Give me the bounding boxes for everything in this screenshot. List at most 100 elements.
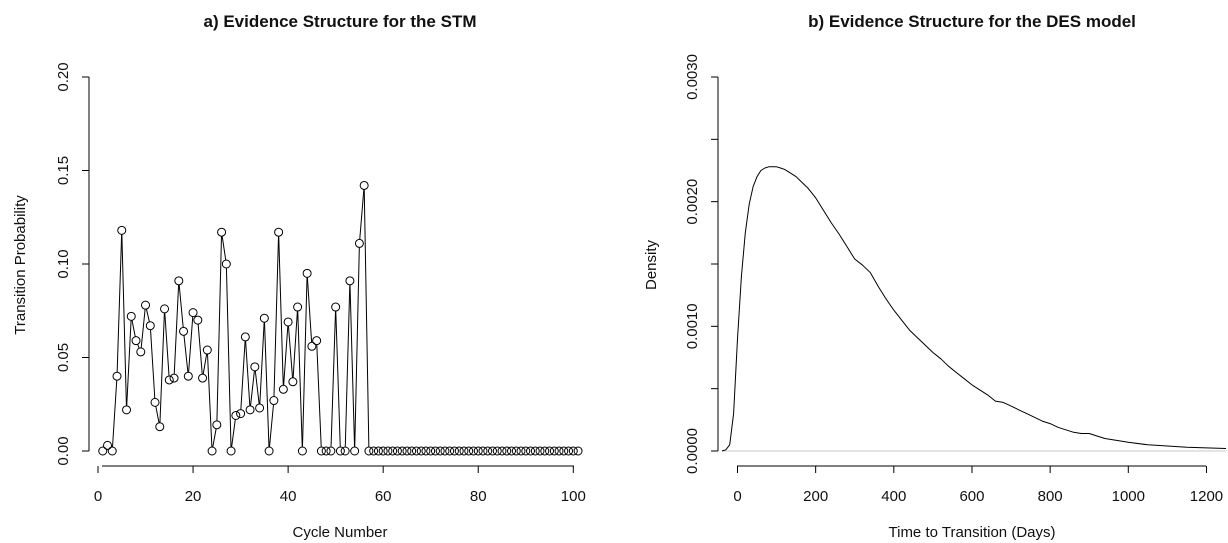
panel-a-line-segment <box>273 236 280 397</box>
panel-a-data-point <box>407 446 417 456</box>
panel-a-line-segment <box>216 236 222 421</box>
panel-a-data-point <box>473 446 483 456</box>
panel-a-x-tick-label: 20 <box>185 488 202 505</box>
panel-a-data-point <box>312 336 322 346</box>
panel-a-data-point <box>468 446 478 456</box>
panel-a-data-point <box>107 446 117 456</box>
panel-a-data-point <box>207 446 217 456</box>
panel-a-data-point <box>188 308 198 318</box>
panel-a-data-point <box>302 268 312 278</box>
panel-a-line-segment <box>197 324 203 375</box>
panel-a-line-segment <box>344 284 351 448</box>
panel-a-line-segment <box>297 310 303 448</box>
panel-a-y-tick-label: 0.05 <box>55 343 72 372</box>
panel-a-data-point <box>293 302 303 312</box>
panel-a-data-point <box>521 446 531 456</box>
panel-a-data-point <box>435 446 445 456</box>
panel-a-data-point <box>321 446 331 456</box>
panel-a-title: a) Evidence Structure for the STM <box>204 12 477 31</box>
panel-a-line-segment <box>292 310 298 378</box>
panel-a-data-point <box>179 326 189 336</box>
panel-a-data-point <box>530 446 540 456</box>
panel-a-data-point <box>573 446 583 456</box>
panel-b-density-curve <box>721 166 1227 452</box>
panel-b-y-tick-label: 0.0020 <box>684 179 701 225</box>
panel-a-data-point <box>492 446 502 456</box>
panel-a-data-point <box>231 410 241 420</box>
panel-a-data-point <box>340 446 350 456</box>
panel-a-y-tick-label: 0.20 <box>55 62 72 91</box>
panel-b-x-tick-label: 1000 <box>1112 488 1145 505</box>
panel-a-data-point <box>507 446 517 456</box>
panel-a-data-point <box>373 446 383 456</box>
panel-a-data-point <box>516 446 526 456</box>
panel-a-data-point <box>354 238 364 248</box>
panel-a-data-point <box>131 336 141 346</box>
panel-a-data-point <box>440 446 450 456</box>
panel-a-data-point <box>554 446 564 456</box>
panel-a-data-point <box>526 446 536 456</box>
panel-b-plot-area <box>721 166 1227 452</box>
panel-a-line-segment <box>254 370 260 405</box>
panel-a-line-segment <box>173 284 180 375</box>
panel-a-data-point <box>369 446 379 456</box>
panel-a-data-point <box>421 446 431 456</box>
panel-a-line-segment <box>126 320 132 406</box>
panel-b-y-tick-label: 0.0000 <box>684 428 701 474</box>
panel-a-data-point <box>255 403 265 413</box>
panel-a-x-tick-label: 60 <box>375 488 392 505</box>
panel-a-line-segment <box>316 344 322 448</box>
panel-a-line-segment <box>354 247 360 448</box>
panel-a-data-point <box>364 446 374 456</box>
panel-a-data-point <box>549 446 559 456</box>
panel-a-data-point <box>316 446 326 456</box>
panel-a-line-segment <box>245 340 251 406</box>
panel-a-data-point <box>545 446 555 456</box>
panel-a-line-segment <box>306 277 313 343</box>
panel-a-data-point <box>307 341 317 351</box>
panel-a-line-segment <box>145 308 150 322</box>
panel-a-y-tick-label: 0.15 <box>55 156 72 185</box>
panel-a-data-point <box>112 371 122 381</box>
panel-a-data-point <box>164 375 174 385</box>
panel-a-data-point <box>141 300 151 310</box>
panel-a-line-segment <box>112 380 118 448</box>
panel-b-x-tick-label: 0 <box>733 488 741 505</box>
panel-a-line-segment <box>183 335 189 373</box>
panel-a-data-point <box>454 446 464 456</box>
panel-a-data-point <box>198 373 208 383</box>
panel-a-data-point <box>212 420 222 430</box>
panel-a-y-ticks: 0.00 0.05 0.10 0.15 0.20 <box>55 62 89 466</box>
panel-a-line-segment <box>287 325 294 378</box>
panel-a-data-point <box>288 377 298 387</box>
panel-a-data-point <box>160 304 170 314</box>
panel-a-data-point <box>397 446 407 456</box>
panel-a-x-tick-label: 40 <box>280 488 297 505</box>
panel-a-data-point <box>445 446 455 456</box>
panel-a-data-point <box>331 302 341 312</box>
panel-a-data-point <box>117 225 127 235</box>
panel-a-line-segment <box>349 284 356 448</box>
panel-a-data-point <box>350 446 360 456</box>
panel-b-x-ticks: 0 200 400 600 800 1000 1200 <box>733 466 1223 505</box>
panel-a-data-point <box>174 276 184 286</box>
panel-a-line-segment <box>131 320 136 337</box>
panel-a-data-point <box>559 446 569 456</box>
panel-a-y-tick-label: 0.00 <box>55 436 72 465</box>
panel-a-data-point <box>136 347 146 357</box>
panel-a-data-point <box>568 446 578 456</box>
panel-a-data-point <box>411 446 421 456</box>
panel-a-line-segment <box>363 189 370 448</box>
panel-a-data-point <box>359 180 369 190</box>
panel-a-y-tick-label: 0.10 <box>55 249 72 278</box>
panel-a-data-point <box>98 446 108 456</box>
panel-b-x-tick-label: 200 <box>803 488 828 505</box>
panel-a-data-point <box>278 384 288 394</box>
panel-b-title: b) Evidence Structure for the DES model <box>808 12 1136 31</box>
panel-a-data-point <box>217 227 227 237</box>
panel-a-line-segment <box>250 370 255 406</box>
panel-a-data-point <box>345 276 355 286</box>
panel-a-data-point <box>269 396 279 406</box>
panel-a-line-segment <box>301 277 308 448</box>
